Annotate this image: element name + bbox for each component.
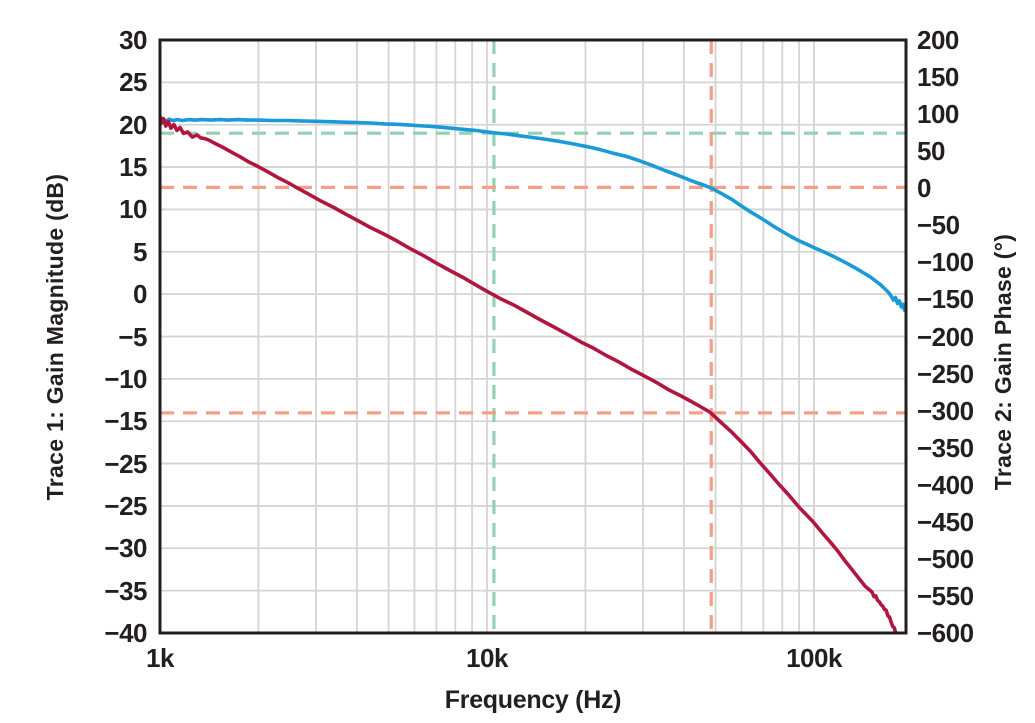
right-axis-tick: −550	[917, 580, 974, 611]
plot-frame	[158, 38, 908, 635]
right-axis-tick: −200	[917, 321, 974, 352]
right-axis-tick: 50	[917, 136, 945, 167]
left-axis-tick: −30	[104, 533, 147, 564]
left-axis-tick: 10	[119, 194, 147, 225]
left-axis-tick: 25	[119, 67, 147, 98]
left-axis-tick: 5	[133, 236, 147, 267]
left-axis-tick: 30	[119, 25, 147, 55]
x-axis-title: Frequency (Hz)	[444, 686, 622, 714]
right-axis-tick: 100	[917, 99, 959, 130]
right-axis-tick: −600	[917, 618, 974, 648]
right-axis-tick: 0	[917, 173, 931, 204]
left-axis-tick: −10	[104, 363, 147, 394]
left-axis-tick: −25	[104, 490, 147, 521]
right-axis-tick: −300	[917, 395, 974, 426]
right-axis-tick: −500	[917, 543, 974, 574]
right-axis-tick: 150	[917, 62, 959, 93]
right-axis-tick: −450	[917, 506, 974, 537]
left-axis-tick: −35	[104, 575, 147, 606]
right-axis-tick: −100	[917, 247, 974, 278]
x-axis-tick: 1k	[146, 643, 174, 673]
right-axis-tick: −50	[917, 210, 960, 241]
right-axis-tick: −150	[917, 284, 974, 315]
right-axis-tick: 200	[917, 25, 959, 55]
x-axis-tick: 10k	[466, 643, 508, 673]
right-axis-title: Trace 2: Gain Phase (°)	[990, 233, 1016, 491]
right-axis-tick: −350	[917, 432, 974, 463]
left-axis-tick: 20	[119, 109, 147, 140]
left-axis-tick: −15	[104, 406, 147, 437]
left-axis-tick: 15	[119, 152, 147, 183]
left-axis-tick: −5	[118, 321, 147, 352]
trace-gain_phase_deg	[160, 114, 898, 633]
right-axis-tick: −400	[917, 469, 974, 500]
trace-gain_magnitude_db	[160, 117, 906, 315]
x-axis-tick: 100k	[786, 643, 842, 673]
left-axis-tick: 0	[133, 279, 147, 310]
right-axis-tick: −250	[917, 358, 974, 389]
left-axis-tick: −25	[104, 448, 147, 479]
left-axis-tick: −40	[104, 618, 147, 648]
